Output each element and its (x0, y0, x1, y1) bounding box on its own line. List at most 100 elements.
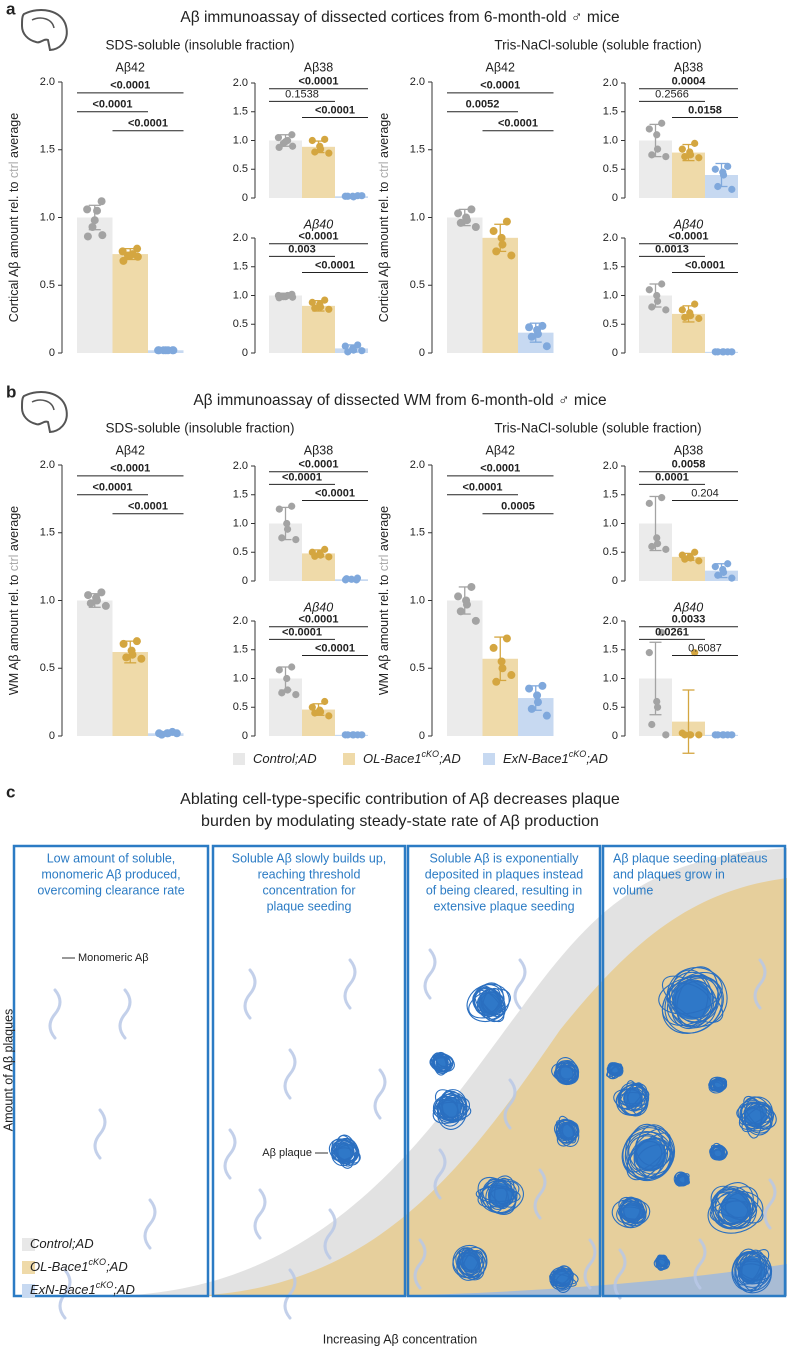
error-bar (682, 689, 695, 754)
p-value: 0.1538 (285, 88, 319, 100)
plaque-fibril (435, 1052, 447, 1072)
y-axis-label-part: WM Aβ amount rel. to (7, 571, 21, 695)
curve-area (380, 1264, 787, 1296)
plaque-fibril (337, 1143, 352, 1163)
data-point (341, 576, 350, 584)
plaque-fibril (487, 1178, 517, 1208)
data-point (278, 689, 286, 697)
y-tick-label: 0.5 (233, 701, 248, 713)
data-point (711, 563, 719, 571)
plaque (731, 1248, 773, 1294)
data-point (678, 145, 686, 153)
data-point (648, 542, 656, 551)
group-heading: Tris-NaCl-soluble (soluble fraction) (494, 421, 701, 436)
data-point (662, 545, 670, 553)
data-point (507, 671, 516, 680)
y-tick-label: 1.5 (410, 144, 425, 156)
data-point (133, 252, 142, 261)
plaque-fibril (429, 1053, 454, 1072)
data-point (492, 677, 501, 686)
y-tick-label: 0.5 (603, 318, 618, 330)
legend-sup: cKO (96, 1280, 114, 1290)
plaque (736, 1095, 777, 1139)
plaque (429, 1051, 455, 1076)
data-point (658, 280, 666, 288)
bar (77, 600, 113, 736)
y-tick-label: 1.0 (233, 517, 248, 529)
plaque-fibril (736, 1103, 775, 1125)
p-value: 0.003 (288, 243, 316, 255)
data-point (645, 499, 653, 507)
plaque-fibril (737, 1100, 773, 1128)
data-point (538, 681, 547, 690)
data-point (525, 323, 534, 332)
data-point (358, 731, 366, 739)
data-point (97, 588, 106, 597)
data-point (90, 216, 99, 225)
data-point (119, 256, 128, 265)
p-value: 0.0013 (655, 243, 689, 255)
p-value: <0.0001 (92, 99, 132, 111)
chart-title: Aβ42 (486, 60, 515, 74)
y-tick-label: 1.0 (603, 134, 618, 146)
data-point (695, 557, 703, 565)
plaque-fibril (618, 1196, 647, 1224)
y-tick-label: 0.5 (603, 546, 618, 558)
data-point (527, 704, 536, 713)
data-point (658, 119, 666, 127)
plaque (452, 1244, 488, 1281)
plaque (466, 982, 511, 1023)
legend-label: Control;AD (253, 751, 317, 766)
data-point (311, 148, 319, 156)
data-point (172, 729, 181, 738)
y-tick-label: 1.5 (233, 106, 248, 118)
data-point (653, 697, 661, 706)
chart-title: Aβ38 (674, 443, 703, 457)
stage-text: overcoming clearance rate (37, 883, 184, 897)
data-point (308, 703, 316, 711)
legend-swatch (343, 753, 355, 765)
data-point (507, 251, 516, 260)
data-point (542, 342, 551, 351)
data-point (681, 313, 689, 321)
panel-label: b (6, 382, 16, 401)
data-point (724, 162, 732, 170)
data-point (648, 303, 656, 311)
data-point (123, 251, 132, 260)
data-point (349, 346, 358, 354)
monomer (753, 958, 767, 1010)
bar (77, 217, 113, 353)
plaque-fibril (556, 1121, 579, 1147)
data-point (498, 240, 507, 249)
panel-title: Aβ immunoassay of dissected cortices fro… (180, 9, 619, 26)
plaque-fibril (552, 1270, 572, 1290)
y-tick-label: 1.0 (410, 594, 425, 606)
plaque (658, 966, 728, 1034)
stage-text: reaching threshold (258, 867, 361, 881)
data-point (686, 731, 695, 739)
p-value: <0.0001 (282, 626, 322, 638)
data-point (653, 534, 661, 542)
data-point (288, 142, 297, 150)
stage-text: concentration for (262, 883, 355, 897)
stage-text: Soluble Aβ slowly builds up, (232, 851, 387, 865)
data-point (711, 165, 719, 173)
y-tick-label: 0.5 (40, 279, 55, 291)
data-point (653, 145, 662, 153)
legend-label: ExN-Bace1cKO;AD (30, 1280, 135, 1297)
data-point (92, 596, 101, 605)
y-axis-label-part: ctrl (7, 555, 21, 572)
data-point (93, 206, 102, 215)
y-axis-label-part: Cortical Aβ amount rel. to (377, 178, 391, 322)
plaque (613, 1080, 650, 1117)
p-value: <0.0001 (315, 487, 355, 499)
data-point (283, 674, 291, 683)
stage-text: extensive plaque seeding (433, 899, 574, 913)
monomer (243, 968, 257, 1020)
y-axis-label: Amount of Aβ plaques (1, 1009, 15, 1132)
stage-text: of being cleared, resulting in (426, 883, 582, 897)
data-point (308, 136, 316, 145)
plaque-fibril (678, 1171, 688, 1187)
plaque-fibril (711, 1080, 727, 1089)
data-point (274, 134, 283, 142)
